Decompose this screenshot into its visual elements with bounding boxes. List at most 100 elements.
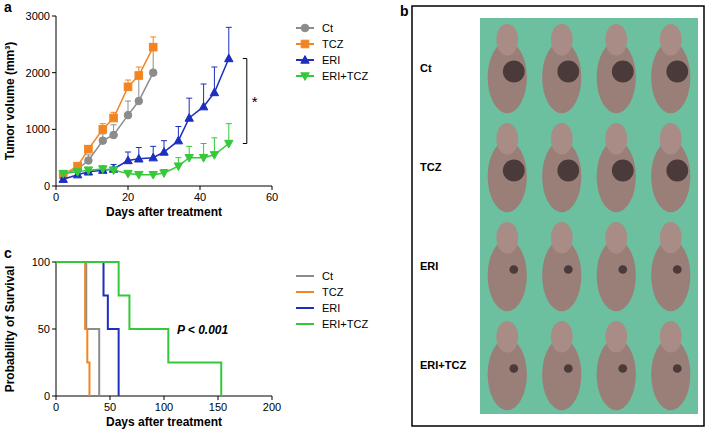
error-cap xyxy=(226,123,232,124)
panel-label: a xyxy=(4,0,12,15)
y-tick-label: 0 xyxy=(44,180,50,192)
legend-label: Ct xyxy=(322,270,333,282)
error-cap xyxy=(111,124,117,125)
y-tick xyxy=(52,329,56,330)
y-tick-label: 2000 xyxy=(26,67,50,79)
x-tick xyxy=(272,396,273,400)
data-point xyxy=(225,140,233,148)
row-label: ERI xyxy=(420,260,438,272)
y-tick-label: 0 xyxy=(44,390,50,402)
y-tick xyxy=(52,16,56,17)
mouse-head xyxy=(496,123,518,155)
data-point xyxy=(149,153,157,161)
error-cap xyxy=(226,27,232,28)
tumor xyxy=(666,61,688,83)
legend-line xyxy=(296,275,314,277)
error-cap xyxy=(175,126,181,127)
mouse-head xyxy=(496,24,518,56)
y-tick xyxy=(52,186,56,187)
x-tick xyxy=(128,186,129,190)
mouse-head xyxy=(496,321,518,353)
tumor xyxy=(564,265,573,274)
tumor xyxy=(503,160,525,182)
x-tick-label: 0 xyxy=(53,191,59,203)
mouse-head xyxy=(605,321,627,353)
error-cap xyxy=(111,112,117,113)
bracket xyxy=(243,59,247,144)
data-point xyxy=(73,169,81,177)
data-point xyxy=(110,114,118,122)
mouse-head xyxy=(551,123,573,155)
data-point xyxy=(59,171,67,179)
series-line xyxy=(63,59,229,180)
data-point xyxy=(174,163,182,171)
x-tick xyxy=(218,396,219,400)
data-point xyxy=(59,171,67,179)
tumor xyxy=(557,160,579,182)
legend-label: ERI+TCZ xyxy=(322,70,368,82)
legend-label: ERI xyxy=(322,302,340,314)
x-tick xyxy=(164,396,165,400)
error-cap xyxy=(211,137,217,138)
data-point xyxy=(59,170,67,178)
data-point xyxy=(160,170,168,178)
data-point xyxy=(225,54,233,62)
error-cap xyxy=(150,146,156,147)
row-label: Ct xyxy=(420,62,432,74)
mouse-head xyxy=(660,321,682,353)
tumor xyxy=(509,364,518,373)
mouse-head xyxy=(496,222,518,254)
y-tick xyxy=(52,396,56,397)
error-cap xyxy=(136,67,142,68)
y-tick-label: 100 xyxy=(32,256,50,268)
panel-frame xyxy=(412,6,704,426)
y-axis xyxy=(56,16,57,186)
error-cap xyxy=(150,36,156,37)
error-cap xyxy=(186,146,192,147)
mouse-head xyxy=(605,222,627,254)
tumor xyxy=(612,61,634,83)
x-tick-label: 150 xyxy=(209,401,227,413)
data-point xyxy=(199,102,207,110)
survival-curve xyxy=(56,262,89,396)
error-cap xyxy=(100,123,106,124)
mouse-head xyxy=(605,123,627,155)
tumor xyxy=(618,364,627,373)
mouse-head xyxy=(605,24,627,56)
tumor xyxy=(618,265,627,274)
legend-label: TCZ xyxy=(322,38,344,50)
data-point xyxy=(99,137,107,145)
legend-marker xyxy=(301,24,309,32)
data-point xyxy=(124,170,132,178)
data-point xyxy=(99,166,107,174)
figure: 02040600100020003000Days after treatment… xyxy=(0,0,709,441)
row-label: TCZ xyxy=(420,161,442,173)
x-axis xyxy=(56,186,272,187)
tumor xyxy=(666,160,688,182)
data-point xyxy=(85,157,93,165)
plot-area xyxy=(59,27,233,182)
data-point xyxy=(135,154,143,162)
series-line xyxy=(63,47,153,175)
data-point xyxy=(185,114,193,122)
data-point xyxy=(185,154,193,162)
error-cap xyxy=(125,101,131,102)
tumor xyxy=(503,61,525,83)
error-cap xyxy=(125,152,131,153)
data-point xyxy=(124,83,132,91)
data-point xyxy=(124,156,132,164)
row-label: ERI+TCZ xyxy=(420,359,466,371)
tumor xyxy=(509,265,518,274)
data-point xyxy=(149,171,157,179)
legend-label: ERI xyxy=(322,54,340,66)
legend-line xyxy=(296,323,314,325)
legend-label: ERI+TCZ xyxy=(322,318,368,330)
legend-marker xyxy=(301,73,309,81)
data-point xyxy=(135,97,143,105)
mouse-head xyxy=(551,321,573,353)
panel-label: c xyxy=(4,245,12,261)
data-point xyxy=(109,167,117,175)
data-point xyxy=(149,43,157,51)
series-line xyxy=(63,144,229,175)
data-point xyxy=(110,131,118,139)
